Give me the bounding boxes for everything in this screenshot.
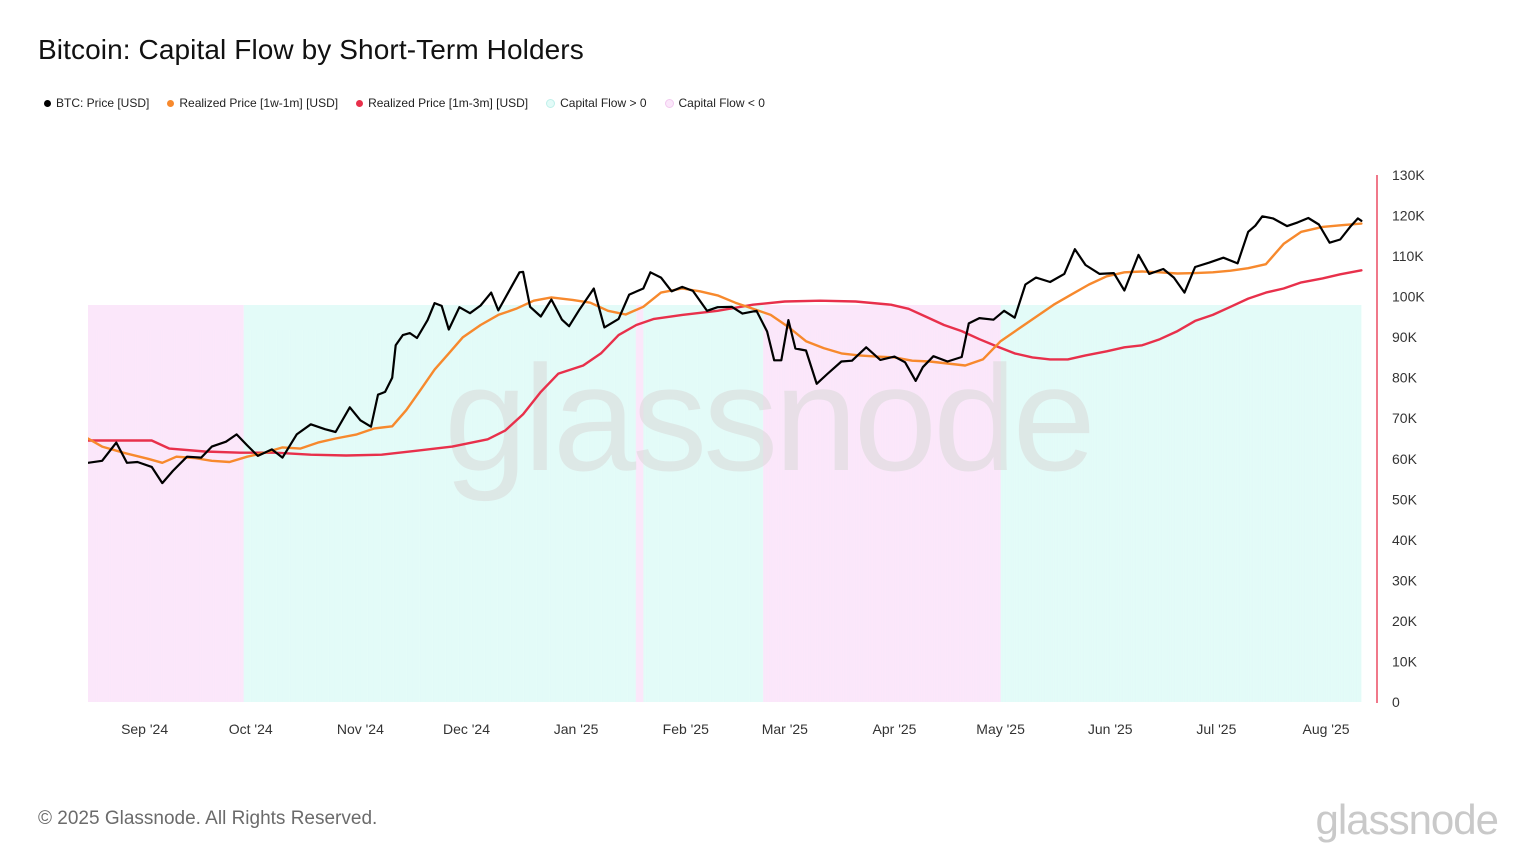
legend-item-realized-price-1m-3m[interactable]: Realized Price [1m-3m] [USD] [356,96,528,110]
x-tick-label: Jun '25 [1088,721,1133,737]
capital-flow-band [636,305,644,702]
band-group-negative [88,305,1001,702]
legend-label-capital-flow-negative: Capital Flow < 0 [678,96,765,110]
legend-dot-capital-flow-positive [546,98,556,108]
y-tick-label: 80K [1392,370,1418,386]
x-tick-label: Oct '24 [229,721,273,737]
realized-price-1w-1m-line[interactable] [88,222,1363,464]
legend-item-capital-flow-positive[interactable]: Capital Flow > 0 [546,96,647,110]
legend-label-realized-price-1m-3m: Realized Price [1m-3m] [USD] [368,96,529,110]
x-tick-label: Jan '25 [554,721,599,737]
y-tick-label: 10K [1392,653,1418,669]
legend-dot-capital-flow-negative [664,98,674,108]
y-tick-label: 30K [1392,572,1418,588]
legend-item-capital-flow-negative[interactable]: Capital Flow < 0 [664,96,765,110]
y-tick-label: 20K [1392,613,1418,629]
band-group-positive [243,305,1362,702]
x-tick-label: May '25 [976,721,1025,737]
x-tick-label: Dec '24 [443,721,490,737]
legend-dot-btc-price [44,99,51,107]
legend-dot-realized-price-1w-1m [167,99,175,107]
chart-legend: BTC: Price [USD] Realized Price [1w-1m] … [44,96,765,110]
y-tick-label: 130K [1392,167,1425,183]
x-tick-label: Nov '24 [337,721,384,737]
x-tick-label: Jul '25 [1196,721,1236,737]
copyright-footer: © 2025 Glassnode. All Rights Reserved. [38,808,378,829]
legend-label-realized-price-1w-1m: Realized Price [1w-1m] [USD] [179,96,339,110]
x-tick-label: Feb '25 [663,721,709,737]
watermark-text: glassnode [444,334,1092,502]
btc-price-line[interactable] [88,215,1363,485]
y-tick-label: 60K [1392,451,1418,467]
series-lines [88,215,1363,485]
x-tick-label: Apr '25 [873,721,917,737]
x-tick-label: Mar '25 [762,721,808,737]
y-tick-label: 40K [1392,532,1418,548]
y-axis-ticks: 0 10K 20K 30K 40K 50K 60K 70K 80K 90K 100K 110K 120K… [1392,167,1425,710]
legend-item-btc-price[interactable]: BTC: Price [USD] [44,96,149,110]
y-tick-label: 0 [1392,694,1400,710]
x-axis-ticks: Sep '24 Oct '24 Nov '24 Dec '24 Jan '25 Feb '… [121,721,1350,737]
legend-label-capital-flow-positive: Capital Flow > 0 [560,96,647,110]
y-tick-label: 50K [1392,491,1418,507]
y-tick-label: 100K [1392,289,1425,305]
x-tick-label: Sep '24 [121,721,168,737]
legend-item-realized-price-1w-1m[interactable]: Realized Price [1w-1m] [USD] [167,96,338,110]
capital-flow-bands [88,305,1362,702]
y-tick-label: 90K [1392,329,1418,345]
y-tick-label: 120K [1392,208,1425,224]
y-tick-label: 70K [1392,410,1418,426]
legend-dot-realized-price-1m-3m [356,99,364,107]
y-tick-label: 110K [1392,248,1424,264]
realized-price-1m-3m-line[interactable] [88,269,1363,457]
legend-label-btc-price: BTC: Price [USD] [56,96,150,110]
brand-logo: glassnode [1315,796,1499,843]
chart-title: Bitcoin: Capital Flow by Short-Term Hold… [38,34,584,65]
x-tick-label: Aug '25 [1302,721,1349,737]
